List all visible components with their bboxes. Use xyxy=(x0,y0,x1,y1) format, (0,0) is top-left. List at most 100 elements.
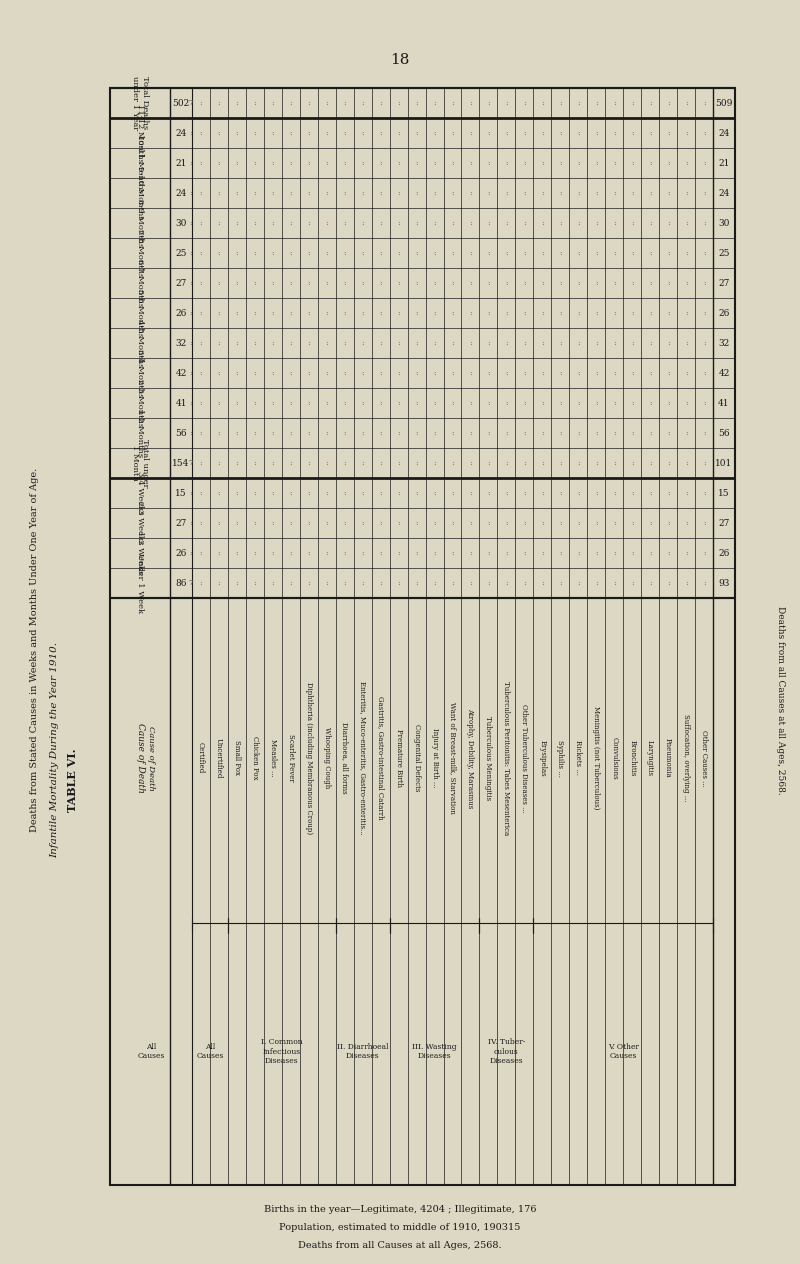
Text: :: : xyxy=(190,369,192,377)
Text: :: : xyxy=(541,489,544,497)
Text: :: : xyxy=(362,489,364,497)
Text: :: : xyxy=(254,219,256,228)
Text: :: : xyxy=(613,549,615,557)
Text: 21: 21 xyxy=(175,158,186,168)
Text: :: : xyxy=(469,219,472,228)
Text: :: : xyxy=(577,159,579,167)
Text: :: : xyxy=(559,520,562,527)
Text: :: : xyxy=(685,549,687,557)
Text: :: : xyxy=(379,190,382,197)
Text: :: : xyxy=(541,279,544,287)
Text: :: : xyxy=(271,520,274,527)
Text: :: : xyxy=(451,129,454,137)
Text: :: : xyxy=(487,549,490,557)
Text: :: : xyxy=(271,339,274,348)
Text: 26: 26 xyxy=(718,308,730,317)
Text: 56: 56 xyxy=(175,428,187,437)
Text: :: : xyxy=(379,579,382,586)
Text: Tuberculous Meningitis: Tuberculous Meningitis xyxy=(485,715,493,800)
Text: Diarrhoea, all forms: Diarrhoea, all forms xyxy=(341,722,349,794)
Text: :: : xyxy=(595,219,598,228)
Text: :: : xyxy=(398,489,400,497)
Text: Small Pox: Small Pox xyxy=(233,741,241,776)
Text: :: : xyxy=(398,279,400,287)
Text: :: : xyxy=(398,549,400,557)
Text: :: : xyxy=(505,339,508,348)
Text: Convulsions: Convulsions xyxy=(610,737,618,780)
Text: :: : xyxy=(666,520,670,527)
Text: 24: 24 xyxy=(718,129,730,138)
Text: :: : xyxy=(290,579,292,586)
Text: Bronchitis: Bronchitis xyxy=(628,739,636,776)
Text: 25: 25 xyxy=(718,249,730,258)
Text: :: : xyxy=(559,99,562,107)
Text: :: : xyxy=(666,489,670,497)
Text: :: : xyxy=(236,579,238,586)
Text: :: : xyxy=(271,219,274,228)
Text: :: : xyxy=(505,459,508,466)
Text: :: : xyxy=(577,339,579,348)
Text: 2-3 Months: 2-3 Months xyxy=(136,379,144,427)
Text: :: : xyxy=(307,579,310,586)
Text: :: : xyxy=(379,249,382,257)
Text: :: : xyxy=(415,428,418,437)
Text: :: : xyxy=(577,549,579,557)
Text: Measles ...: Measles ... xyxy=(269,739,277,777)
Text: :: : xyxy=(379,308,382,317)
Text: :: : xyxy=(415,399,418,407)
Text: :: : xyxy=(190,219,192,228)
Text: :: : xyxy=(362,308,364,317)
Text: Population, estimated to middle of 1910, 190315: Population, estimated to middle of 1910,… xyxy=(279,1224,521,1232)
Text: Under 1 Week: Under 1 Week xyxy=(136,552,144,613)
Text: :: : xyxy=(613,489,615,497)
Text: :: : xyxy=(595,190,598,197)
Text: :: : xyxy=(362,99,364,107)
Text: :: : xyxy=(415,520,418,527)
Text: :: : xyxy=(190,520,192,527)
Text: :: : xyxy=(631,459,634,466)
Text: :: : xyxy=(577,579,579,586)
Text: :: : xyxy=(666,159,670,167)
Text: :: : xyxy=(505,159,508,167)
Text: :: : xyxy=(649,308,651,317)
Text: :: : xyxy=(649,428,651,437)
Text: :: : xyxy=(271,129,274,137)
Text: :: : xyxy=(487,428,490,437)
Text: :: : xyxy=(541,428,544,437)
Text: :: : xyxy=(577,190,579,197)
Text: :: : xyxy=(631,579,634,586)
Text: :: : xyxy=(631,219,634,228)
Text: :: : xyxy=(595,129,598,137)
Text: :: : xyxy=(631,489,634,497)
Text: :: : xyxy=(666,249,670,257)
Text: Congenital Defects: Congenital Defects xyxy=(413,724,421,791)
Text: 509: 509 xyxy=(715,99,733,107)
Text: :: : xyxy=(649,279,651,287)
Text: :: : xyxy=(200,308,202,317)
Text: :: : xyxy=(190,428,192,437)
Text: :: : xyxy=(362,520,364,527)
Text: :: : xyxy=(398,99,400,107)
Text: :: : xyxy=(702,489,706,497)
Text: :: : xyxy=(236,249,238,257)
Text: :: : xyxy=(595,308,598,317)
Text: :: : xyxy=(218,428,220,437)
Text: :: : xyxy=(254,459,256,466)
Text: :: : xyxy=(451,279,454,287)
Text: :: : xyxy=(685,369,687,377)
Text: :: : xyxy=(362,339,364,348)
Text: :: : xyxy=(307,549,310,557)
Text: 7: 7 xyxy=(189,459,194,466)
Text: :: : xyxy=(666,308,670,317)
Text: :: : xyxy=(505,279,508,287)
Text: :: : xyxy=(236,308,238,317)
Text: :: : xyxy=(362,279,364,287)
Text: :: : xyxy=(362,190,364,197)
Text: Rickets ...: Rickets ... xyxy=(574,741,582,776)
Text: :: : xyxy=(343,159,346,167)
Text: :: : xyxy=(343,369,346,377)
Text: 154: 154 xyxy=(172,459,190,468)
Text: :: : xyxy=(523,279,526,287)
Text: :: : xyxy=(434,190,436,197)
Text: :: : xyxy=(595,520,598,527)
